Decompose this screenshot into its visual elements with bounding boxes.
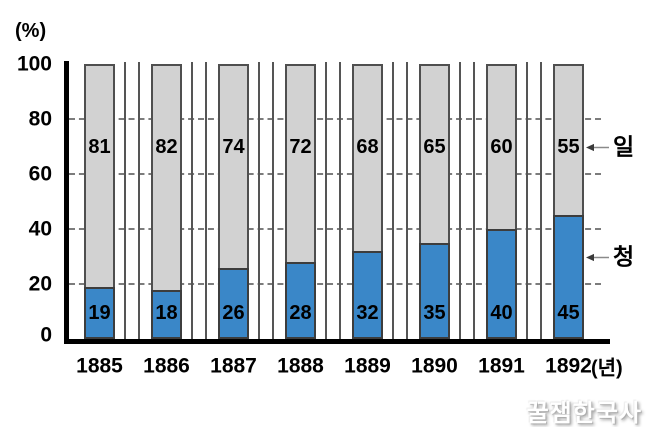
value-label-qing: 32 bbox=[356, 302, 379, 324]
gridline bbox=[69, 283, 601, 285]
y-axis-tick-label: 100 bbox=[16, 52, 52, 76]
bar-1890-qing-segment bbox=[419, 242, 450, 339]
bar-separator-line bbox=[392, 62, 394, 339]
bar-separator-line bbox=[272, 62, 274, 339]
x-axis-tick-label: 1885 bbox=[76, 354, 123, 378]
value-label-qing: 35 bbox=[423, 302, 446, 324]
bar-separator-line bbox=[124, 62, 126, 339]
bar-separator-line bbox=[540, 62, 542, 339]
gridline bbox=[69, 118, 601, 120]
value-label-japan: 55 bbox=[557, 136, 580, 158]
value-label-japan: 81 bbox=[88, 136, 111, 158]
bar-1892-japan-segment bbox=[553, 64, 584, 216]
bar-1886-japan-segment bbox=[151, 64, 182, 290]
x-axis-tick-label: 1888 bbox=[277, 354, 324, 378]
x-axis-tick-label: 1889 bbox=[344, 354, 391, 378]
bar-separator-line bbox=[325, 62, 327, 339]
value-label-qing: 28 bbox=[289, 302, 312, 324]
value-label-japan: 72 bbox=[289, 136, 312, 158]
x-axis-unit-label: (년) bbox=[591, 357, 623, 380]
value-label-qing: 45 bbox=[557, 302, 580, 324]
gridline bbox=[69, 173, 601, 175]
x-axis-tick-label: 1891 bbox=[478, 354, 525, 378]
y-axis-tick-label: 60 bbox=[28, 162, 52, 186]
value-label-japan: 65 bbox=[423, 136, 446, 158]
value-label-qing: 19 bbox=[88, 302, 111, 324]
bar-separator-line bbox=[459, 62, 461, 339]
x-axis-tick-label: 1890 bbox=[411, 354, 458, 378]
y-axis-tick-label: 20 bbox=[28, 272, 52, 296]
y-axis-unit-label: (%) bbox=[15, 20, 47, 42]
y-axis-tick-label: 40 bbox=[28, 217, 52, 241]
legend-annotation-japan: 일 bbox=[584, 133, 635, 160]
x-axis-tick-label: 1886 bbox=[143, 354, 190, 378]
bar-1887-japan-segment bbox=[218, 64, 249, 268]
bar-separator-line bbox=[258, 62, 260, 339]
bar-1891-qing-segment bbox=[486, 229, 517, 339]
value-label-qing: 26 bbox=[222, 302, 245, 324]
x-axis-line bbox=[64, 339, 610, 344]
y-axis-line bbox=[64, 61, 69, 344]
bar-1888-japan-segment bbox=[285, 64, 316, 262]
bar-separator-line bbox=[205, 62, 207, 339]
bar-separator-line bbox=[406, 62, 408, 339]
left-arrow-icon bbox=[586, 143, 609, 151]
x-axis-tick-label: 1892 bbox=[545, 354, 592, 378]
y-axis-tick-label: 80 bbox=[28, 107, 52, 131]
bar-separator-line bbox=[526, 62, 528, 339]
left-arrow-icon bbox=[586, 253, 609, 261]
bar-1889-qing-segment bbox=[352, 251, 383, 339]
legend-annotation-qing: 청 bbox=[584, 243, 635, 270]
bar-1890-japan-segment bbox=[419, 64, 450, 243]
legend-label-japan: 일 bbox=[613, 133, 635, 160]
value-label-japan: 82 bbox=[155, 136, 178, 158]
gridline bbox=[69, 228, 601, 230]
bar-1888-qing-segment bbox=[285, 262, 316, 339]
value-label-japan: 74 bbox=[222, 136, 245, 158]
bar-1886-qing-segment bbox=[151, 289, 182, 339]
bar-separator-line bbox=[138, 62, 140, 339]
x-axis-tick-label: 1887 bbox=[210, 354, 257, 378]
watermark: 꿀잼한국사 bbox=[526, 400, 642, 427]
value-label-qing: 18 bbox=[155, 302, 178, 324]
bar-1885-japan-segment bbox=[84, 64, 115, 287]
bar-1892-qing-segment bbox=[553, 215, 584, 339]
y-axis-tick-label: 0 bbox=[40, 323, 52, 347]
bar-separator-line bbox=[339, 62, 341, 339]
bar-1891-japan-segment bbox=[486, 64, 517, 229]
value-label-japan: 68 bbox=[356, 136, 379, 158]
bar-separator-line bbox=[191, 62, 193, 339]
legend-label-qing: 청 bbox=[613, 243, 635, 270]
bar-1889-japan-segment bbox=[352, 64, 383, 251]
value-label-japan: 60 bbox=[490, 136, 513, 158]
bar-separator-line bbox=[473, 62, 475, 339]
bar-1887-qing-segment bbox=[218, 267, 249, 339]
value-label-qing: 40 bbox=[490, 302, 513, 324]
bar-1885-qing-segment bbox=[84, 286, 115, 339]
